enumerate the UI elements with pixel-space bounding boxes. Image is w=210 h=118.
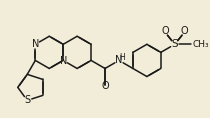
Text: N: N — [32, 39, 39, 49]
Text: O: O — [181, 26, 188, 36]
Text: N: N — [115, 55, 123, 65]
Text: N: N — [59, 56, 67, 66]
Text: CH₃: CH₃ — [193, 40, 209, 49]
Text: S: S — [171, 39, 178, 49]
Text: H: H — [119, 53, 125, 62]
Text: S: S — [24, 95, 30, 105]
Text: O: O — [161, 26, 169, 36]
Text: O: O — [101, 80, 109, 91]
